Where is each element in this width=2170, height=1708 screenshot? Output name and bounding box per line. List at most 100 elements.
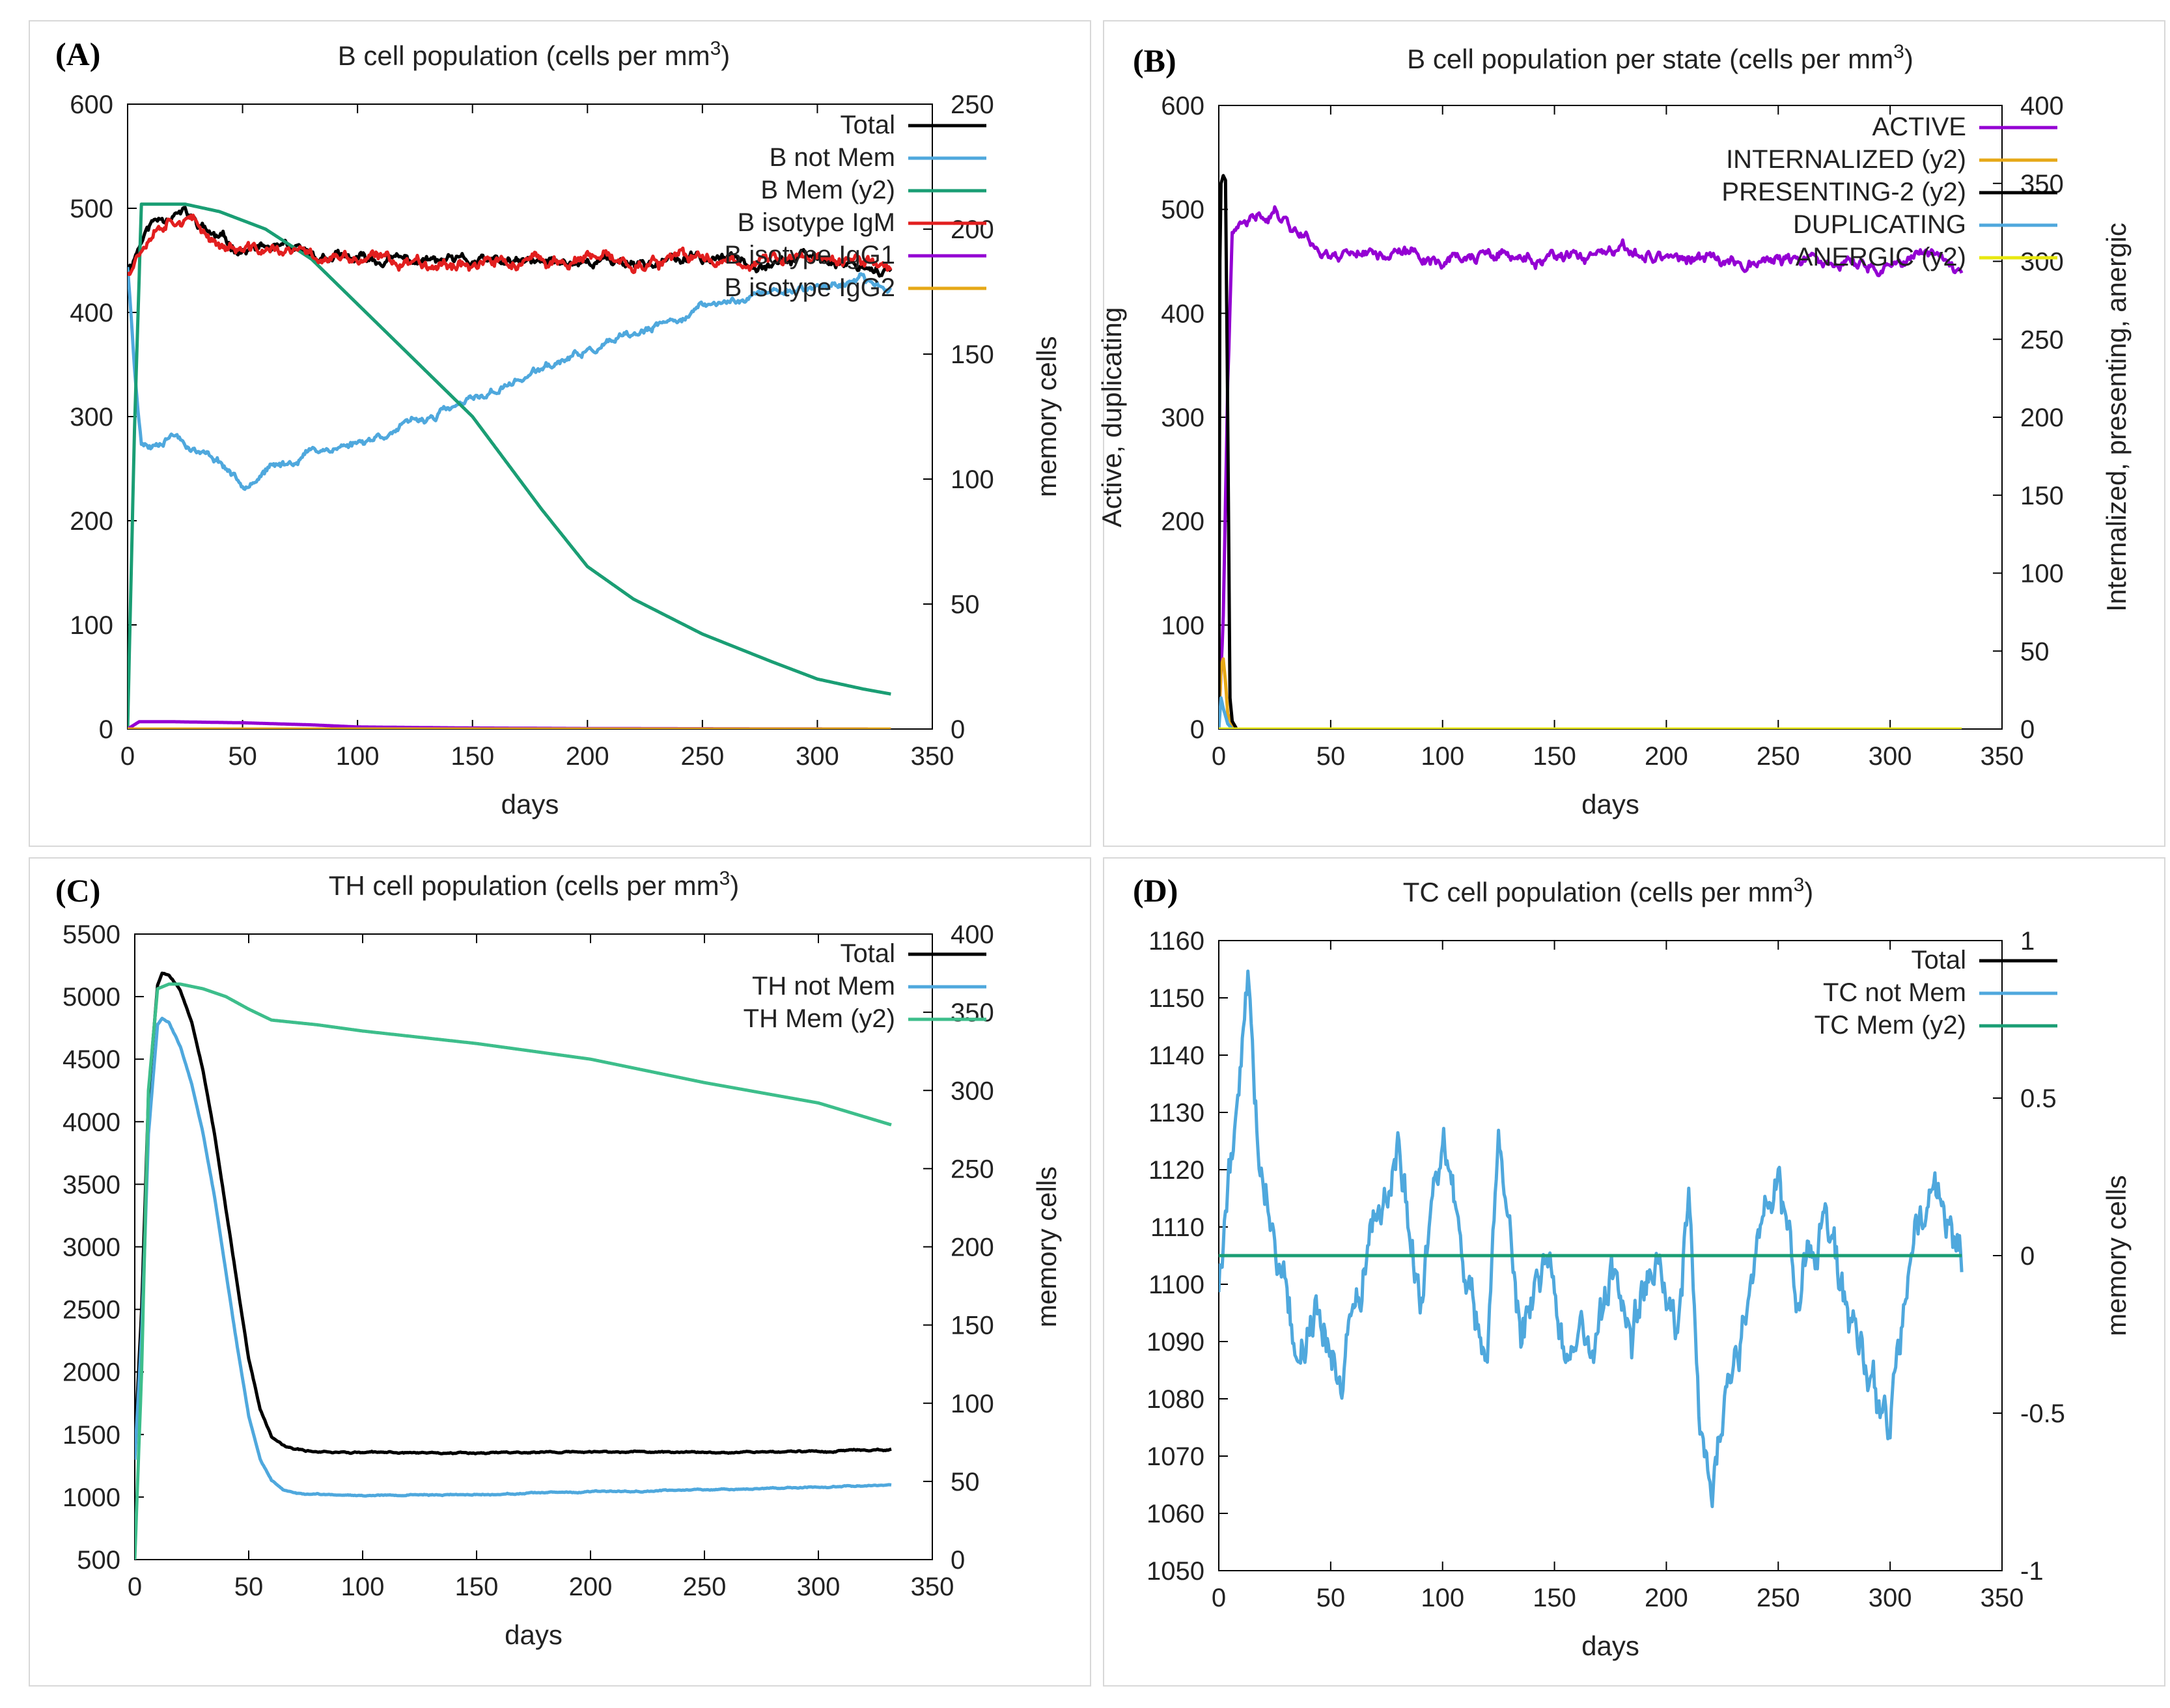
chart-title-sup: 3	[1893, 41, 1904, 62]
panel-frame	[1103, 857, 2165, 1687]
y-tick-label: 1160	[1148, 927, 1204, 956]
y-tick-label: 5500	[63, 920, 120, 949]
y2-tick-label: 100	[2020, 560, 2064, 588]
x-tick-label: 150	[1533, 1584, 1576, 1612]
y2-axis-label: memory cells	[1031, 336, 1062, 497]
x-tick-label: 50	[228, 742, 257, 771]
chart-title-end: )	[1904, 44, 1913, 74]
x-tick-label: 100	[336, 742, 380, 771]
panel-label: (B)	[1133, 42, 1176, 79]
x-axis-label: days	[1581, 789, 1639, 820]
chart-title-main: TH cell population (cells per mm	[329, 870, 719, 901]
chart-title: TH cell population (cells per mm3)	[329, 868, 740, 901]
y-tick-label: 500	[70, 195, 113, 223]
y-tick-label: 1090	[1147, 1328, 1204, 1357]
y2-axis-label: Internalized, presenting, anergic	[2101, 223, 2132, 612]
x-tick-label: 150	[1533, 742, 1576, 771]
series-line-tc-not-mem	[1219, 969, 1964, 1508]
x-tick-label: 0	[128, 1573, 142, 1601]
y2-tick-label: 0	[951, 715, 965, 744]
series-line-b-isotype-igm	[128, 214, 893, 277]
legend-label: TC Mem (y2)	[1815, 1011, 1966, 1040]
y-tick-label: 4500	[63, 1045, 120, 1074]
legend-label: ACTIVE	[1872, 113, 1966, 141]
x-axis-label: days	[505, 1619, 563, 1650]
legend-label: TH not Mem	[752, 972, 895, 1000]
y2-tick-label: 150	[2020, 482, 2064, 510]
x-tick-label: 150	[451, 742, 494, 771]
y-tick-label: 200	[70, 507, 113, 536]
x-tick-label: 100	[341, 1573, 385, 1601]
y-tick-label: 1130	[1148, 1099, 1204, 1127]
y-tick-label: 3000	[63, 1233, 120, 1262]
y2-tick-label: 200	[951, 215, 994, 244]
y2-tick-label: 400	[951, 920, 994, 949]
y-tick-label: 1050	[1147, 1557, 1204, 1586]
y-tick-label: 1110	[1150, 1213, 1204, 1242]
panel-d: (D) TC cell population (cells per mm3) 0 50…	[1103, 857, 2165, 1687]
y-tick-label: 600	[1161, 92, 1204, 120]
y-tick-label: 1080	[1147, 1385, 1204, 1414]
chart-title-sup: 3	[1794, 874, 1805, 896]
legend-label: ANERGIC (y2)	[1796, 243, 1966, 271]
x-tick-label: 150	[455, 1573, 499, 1601]
chart-title-sup: 3	[710, 38, 721, 59]
x-tick-label: 300	[797, 1573, 841, 1601]
series-line-b-mem-y2	[128, 202, 893, 729]
y-tick-label: 0	[1190, 715, 1204, 744]
y-tick-label: 2500	[63, 1296, 120, 1325]
x-tick-label: 350	[1981, 1584, 2024, 1612]
y-tick-label: 1100	[1148, 1271, 1204, 1299]
y2-tick-label: -1	[2020, 1557, 2044, 1586]
y2-tick-label: 250	[2020, 325, 2064, 354]
y-tick-label: 1070	[1147, 1442, 1204, 1471]
y-tick-label: 5000	[63, 983, 120, 1012]
x-tick-label: 250	[1757, 1584, 1800, 1612]
panel-frame	[29, 857, 1091, 1687]
x-tick-label: 200	[566, 742, 609, 771]
x-tick-label: 350	[1981, 742, 2024, 771]
x-tick-label: 50	[1316, 1584, 1346, 1612]
legend-label: Total	[841, 939, 896, 968]
legend-label: B Mem (y2)	[760, 176, 895, 204]
y2-tick-label: 150	[951, 340, 994, 369]
legend-label: Total	[1912, 946, 1967, 974]
x-tick-label: 300	[1869, 1584, 1912, 1612]
legend-label: PRESENTING-2 (y2)	[1721, 178, 1966, 206]
y-tick-label: 300	[1161, 404, 1204, 432]
chart-title-main: B cell population (cells per mm	[338, 40, 710, 71]
y-tick-label: 500	[1161, 196, 1204, 225]
y-tick-label: 4000	[63, 1108, 120, 1136]
y2-tick-label: 50	[951, 590, 980, 619]
y2-tick-label: 200	[951, 1233, 994, 1262]
y-tick-label: 3500	[63, 1170, 120, 1199]
y-tick-label: 600	[70, 90, 113, 119]
chart-title-sup: 3	[719, 868, 730, 889]
panel-a: (A) B cell population (cells per mm3) 0 50 1…	[29, 20, 1091, 847]
y2-tick-label: 350	[951, 999, 994, 1027]
x-tick-label: 200	[569, 1573, 613, 1601]
legend-label: Total	[841, 111, 896, 139]
y2-tick-label: 400	[2020, 92, 2064, 120]
y2-axis-label: memory cells	[2101, 1175, 2132, 1336]
y2-tick-label: -0.5	[2020, 1399, 2065, 1428]
x-tick-label: 200	[1645, 742, 1688, 771]
panel-c: (C) TH cell population (cells per mm3) 0 50…	[29, 857, 1091, 1687]
y2-tick-label: 0.5	[2020, 1084, 2057, 1113]
y2-axis-label: memory cells	[1031, 1166, 1062, 1327]
panel-label: (D)	[1133, 872, 1178, 909]
y2-tick-label: 0	[951, 1546, 965, 1575]
series-line-th-mem-y2	[135, 982, 893, 1560]
x-tick-label: 50	[1316, 742, 1346, 771]
panel-b: (B) B cell population per state (cells pe…	[1096, 20, 2165, 847]
y-tick-label: 2000	[63, 1358, 120, 1387]
panel-frame	[1103, 20, 2165, 847]
x-tick-label: 0	[1212, 1584, 1226, 1612]
y-tick-label: 100	[70, 611, 113, 640]
y2-tick-label: 250	[951, 90, 994, 119]
x-tick-label: 50	[234, 1573, 264, 1601]
legend-label: B isotype IgG2	[725, 273, 895, 302]
y2-tick-label: 1	[2020, 927, 2035, 956]
y2-tick-label: 100	[951, 465, 994, 494]
x-axis-label: days	[1581, 1631, 1639, 1661]
